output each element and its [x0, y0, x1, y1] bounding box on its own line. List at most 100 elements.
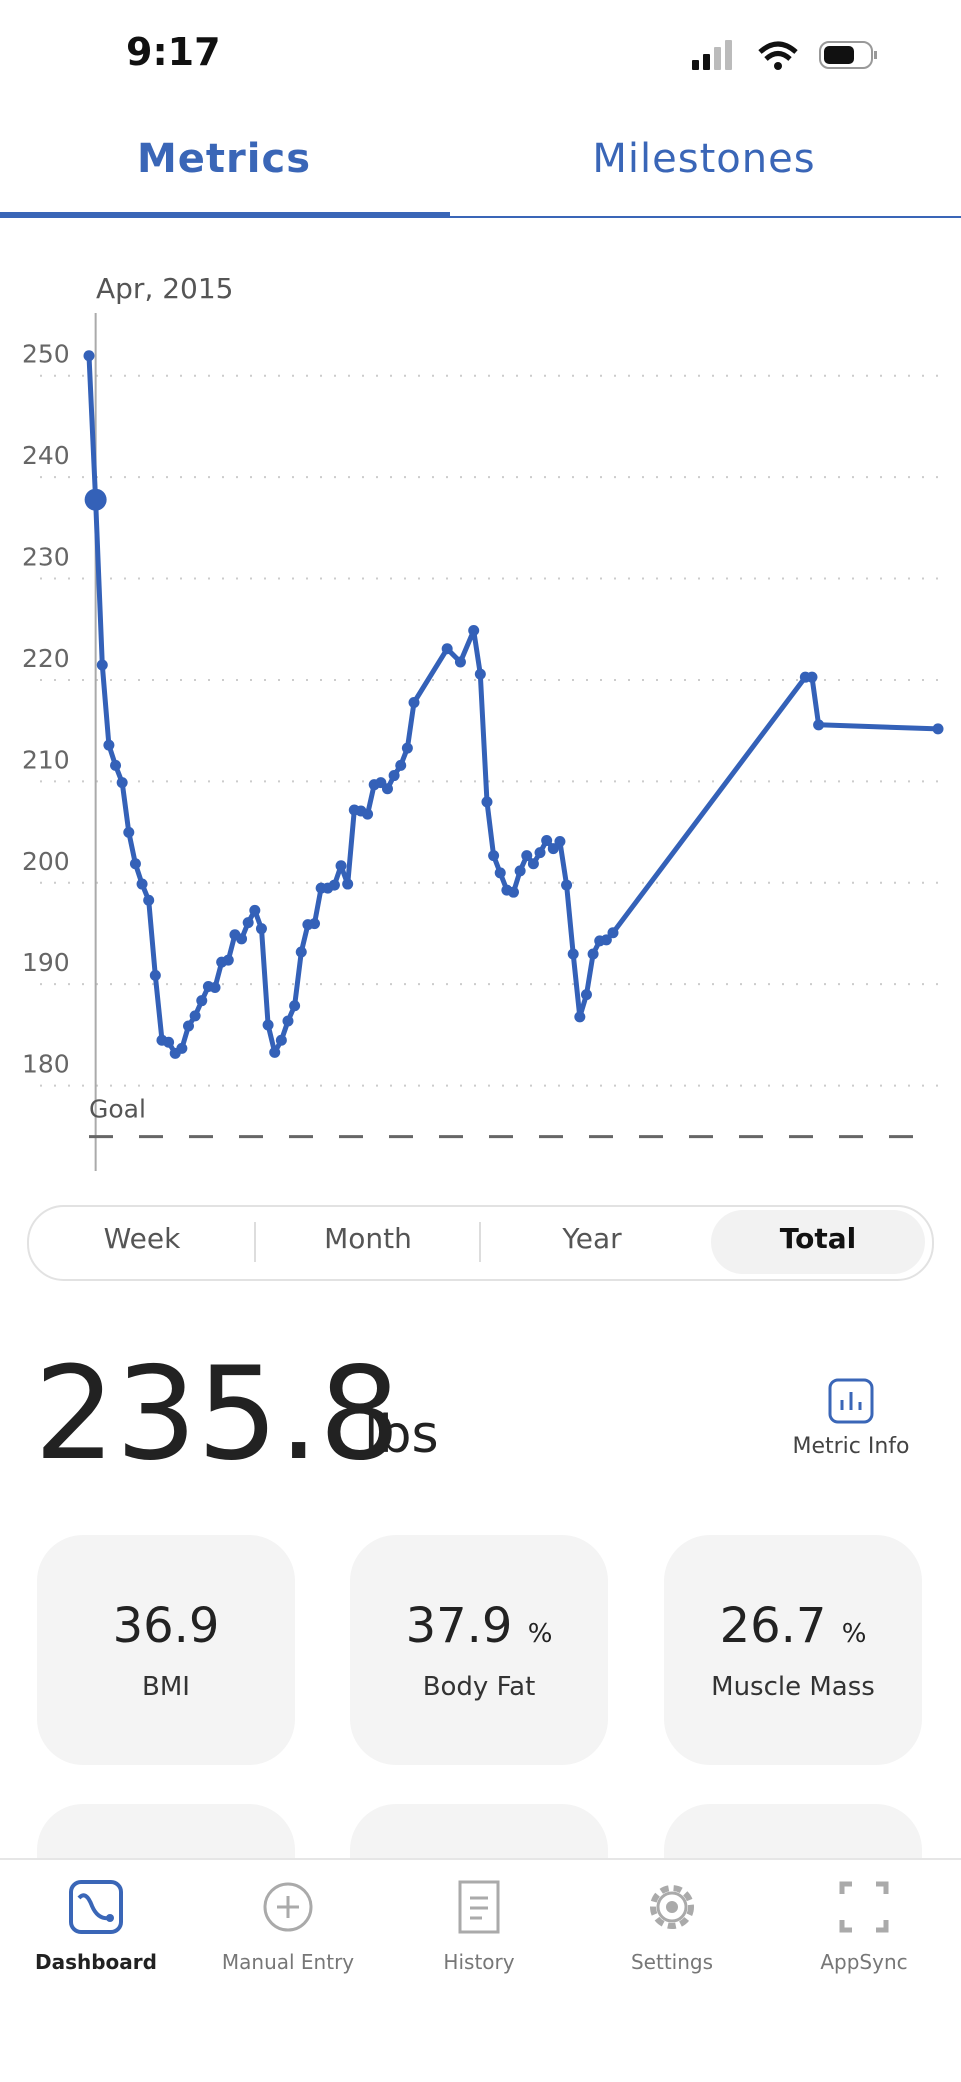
data-point: [932, 723, 944, 735]
y-tick-label: 200: [22, 847, 70, 876]
data-point: [547, 843, 559, 855]
data-point: [110, 759, 122, 771]
data-point: [488, 850, 500, 862]
metric-info-icon[interactable]: [828, 1378, 874, 1424]
data-point: [408, 697, 420, 709]
data-point: [534, 847, 546, 859]
data-point: [309, 918, 321, 930]
current-unit: lbs: [364, 1405, 439, 1465]
card-value: 37.9 %: [350, 1598, 608, 1654]
data-point: [600, 934, 612, 946]
tab-milestones[interactable]: Milestones: [592, 136, 816, 182]
data-point: [468, 625, 480, 637]
nav-label[interactable]: Manual Entry: [221, 1950, 355, 1974]
data-point: [196, 995, 208, 1007]
y-tick-label: 220: [22, 644, 70, 673]
metric-info-label[interactable]: Metric Info: [792, 1434, 910, 1459]
range-option[interactable]: Total: [779, 1222, 857, 1255]
data-point: [163, 1036, 175, 1048]
data-point: [508, 886, 519, 898]
data-point: [96, 659, 108, 671]
data-point: [116, 777, 128, 789]
nav-label[interactable]: AppSync: [820, 1950, 908, 1974]
bottom-nav: [0, 1858, 961, 2082]
data-point: [454, 656, 466, 668]
card-number: 37.9: [405, 1598, 513, 1654]
range-option[interactable]: Year: [562, 1222, 622, 1255]
card-number: 36.9: [112, 1598, 220, 1654]
separator: [479, 1222, 481, 1262]
data-point: [527, 858, 539, 870]
settings-icon[interactable]: [650, 1885, 694, 1929]
data-point: [83, 350, 95, 362]
data-point: [176, 1042, 188, 1054]
data-point: [249, 904, 261, 916]
card-value: 26.7 %: [664, 1598, 922, 1654]
nav-label[interactable]: Settings: [630, 1950, 714, 1974]
date-label: Apr, 2015: [96, 272, 234, 305]
data-point: [388, 770, 400, 782]
nav-label[interactable]: History: [443, 1950, 515, 1974]
stat-card: [350, 1535, 608, 1765]
data-point: [242, 917, 254, 929]
nav-label[interactable]: Dashboard: [35, 1950, 157, 1974]
data-point: [289, 1000, 301, 1012]
data-point: [401, 742, 413, 754]
data-point: [514, 865, 526, 877]
tab-metrics[interactable]: Metrics: [136, 136, 311, 182]
data-point: [541, 834, 553, 846]
y-tick-label: 210: [22, 745, 70, 774]
data-point: [567, 948, 579, 960]
goal-label: Goal: [89, 1095, 146, 1124]
data-point: [494, 867, 506, 879]
data-line: [86, 355, 939, 1056]
manual-entry-icon[interactable]: [263, 1882, 313, 1932]
data-point: [236, 933, 248, 945]
appsync-icon[interactable]: [839, 1881, 889, 1933]
data-point: [143, 894, 155, 906]
card-value: 36.9: [37, 1598, 295, 1654]
data-point: [335, 860, 347, 872]
current-value: 235.8: [34, 1340, 401, 1489]
data-point: [481, 796, 493, 808]
separator: [254, 1222, 256, 1262]
tab-divider: [0, 216, 961, 218]
data-point: [295, 946, 307, 958]
stat-card: [37, 1535, 295, 1765]
nav-icons: [69, 1880, 889, 1934]
data-point: [209, 982, 221, 994]
range-selector: [27, 1205, 934, 1281]
data-point: [189, 1010, 201, 1022]
card-label: BMI: [142, 1672, 190, 1702]
dashboard-icon[interactable]: [69, 1880, 123, 1934]
data-point: [607, 927, 619, 939]
data-point: [282, 1015, 294, 1027]
card-label: Body Fat: [422, 1672, 536, 1702]
card-number: 26.7: [719, 1598, 827, 1654]
data-point: [381, 783, 393, 795]
data-point: [813, 719, 825, 731]
data-point: [129, 858, 141, 870]
data-point: [262, 1019, 274, 1031]
data-point: [587, 948, 599, 960]
y-tick-label: 180: [22, 1050, 70, 1079]
data-point: [182, 1020, 194, 1032]
y-tick-label: 250: [22, 340, 70, 369]
history-icon[interactable]: [458, 1880, 500, 1934]
data-point: [269, 1046, 281, 1058]
data-point: [255, 923, 267, 935]
data-point: [395, 759, 407, 771]
data-point: [521, 850, 533, 862]
card-label: Muscle Mass: [711, 1672, 875, 1702]
range-option[interactable]: Week: [103, 1222, 181, 1255]
chart: Apr, 2015 180 190 200 210 220 230 240 250 Goal: [22, 272, 949, 1171]
tab-indicator: [0, 212, 450, 218]
range-option[interactable]: Month: [324, 1222, 412, 1255]
data-point: [362, 808, 374, 820]
y-tick-label: 230: [22, 543, 70, 572]
data-point: [328, 879, 340, 891]
data-point: [275, 1034, 287, 1046]
data-point: [222, 954, 234, 966]
data-point: [580, 989, 592, 1001]
